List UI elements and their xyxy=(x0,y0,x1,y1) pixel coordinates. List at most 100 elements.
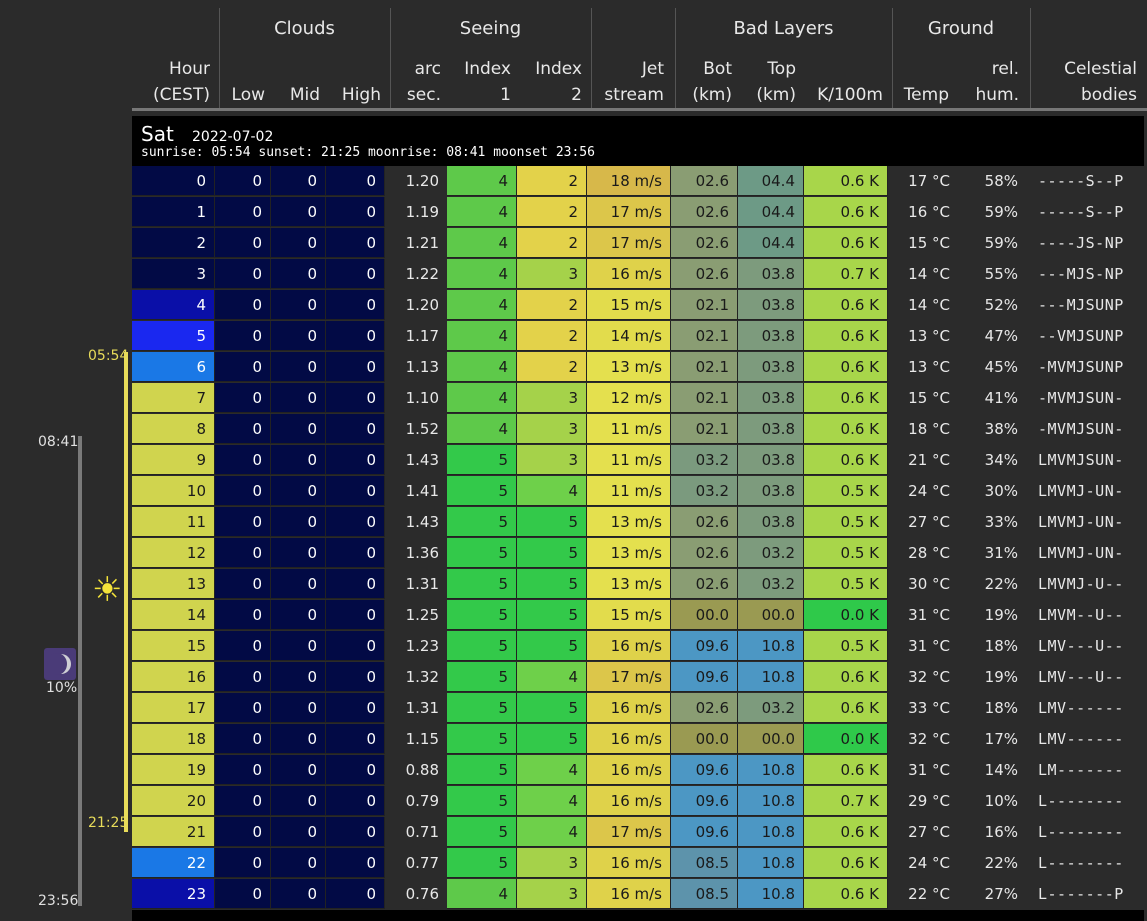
cell-bot: 03.2 xyxy=(671,476,738,506)
cell-jet: 16 m/s xyxy=(587,724,671,754)
cell-arcsec: 1.15 xyxy=(405,730,439,748)
cell-low: 0 xyxy=(215,662,271,692)
sunset-time: 21:25 xyxy=(88,815,129,831)
cell-low: 0 xyxy=(215,600,271,630)
cell-temp: 28 °C xyxy=(908,544,950,562)
cell-temp: 14 °C xyxy=(908,296,950,314)
cell-arcsec: 1.43 xyxy=(405,513,439,531)
cell-low: 0 xyxy=(215,817,271,847)
cell-bot: 09.6 xyxy=(671,755,738,785)
cell-low: 0 xyxy=(215,538,271,568)
cell-arcsec: 1.25 xyxy=(405,606,439,624)
cell-i1: 4 xyxy=(447,383,517,413)
cell-i2: 3 xyxy=(517,848,587,878)
cell-i1: 5 xyxy=(447,476,517,506)
cell-high: 0 xyxy=(326,848,385,878)
cell-temp: 31 °C xyxy=(908,606,950,624)
table-row: 22 0 0 0 0.77 5 3 16 m/s 08.5 10.8 0.6 K 24 °C 22% L-… xyxy=(132,848,1144,879)
cell-hum: 18% xyxy=(984,637,1018,655)
cell-arcsec: 1.31 xyxy=(405,699,439,717)
cell-top: 04.4 xyxy=(738,197,804,227)
cell-mid: 0 xyxy=(271,476,326,506)
cell-temp: 33 °C xyxy=(908,699,950,717)
cell-cel: LMVM--U-- xyxy=(1038,606,1124,624)
cell-hum: 27% xyxy=(984,885,1018,903)
cell-bot: 09.6 xyxy=(671,786,738,816)
cell-jet: 16 m/s xyxy=(587,786,671,816)
cell-bot: 02.1 xyxy=(671,290,738,320)
cell-i1: 5 xyxy=(447,662,517,692)
col-arcsec: arc sec. xyxy=(406,59,441,105)
cell-jet: 16 m/s xyxy=(587,848,671,878)
cell-cel: ---MJS-NP xyxy=(1038,265,1124,283)
cell-i1: 4 xyxy=(447,259,517,289)
cell-i1: 5 xyxy=(447,538,517,568)
cell-temp: 22 °C xyxy=(908,885,950,903)
cell-i1: 4 xyxy=(447,197,517,227)
cell-jet: 15 m/s xyxy=(587,290,671,320)
cell-bot: 02.1 xyxy=(671,321,738,351)
cell-i1: 5 xyxy=(447,786,517,816)
table-row: 0 0 0 0 1.20 4 2 18 m/s 02.6 04.4 0.6 K 17 °C 58% ---… xyxy=(132,166,1144,197)
cell-temp: 15 °C xyxy=(908,389,950,407)
cell-k: 0.6 K xyxy=(804,414,888,444)
cell-low: 0 xyxy=(215,476,271,506)
cell-temp: 32 °C xyxy=(908,668,950,686)
cell-i1: 4 xyxy=(447,879,517,909)
cell-cel: ----JS-NP xyxy=(1038,234,1124,252)
cell-hum: 59% xyxy=(984,203,1018,221)
cell-temp: 24 °C xyxy=(908,482,950,500)
cell-i1: 4 xyxy=(447,414,517,444)
cell-high: 0 xyxy=(326,507,385,537)
cell-high: 0 xyxy=(326,693,385,723)
moon-visibility-bar xyxy=(78,436,82,906)
cell-hour: 4 xyxy=(132,290,215,320)
cell-high: 0 xyxy=(326,445,385,475)
cell-jet: 16 m/s xyxy=(587,693,671,723)
cell-hour: 21 xyxy=(132,817,215,847)
cell-mid: 0 xyxy=(271,321,326,351)
cell-arcsec: 1.43 xyxy=(405,451,439,469)
cell-i2: 5 xyxy=(517,569,587,599)
cell-high: 0 xyxy=(326,786,385,816)
cell-arcsec: 0.77 xyxy=(405,854,439,872)
cell-i1: 5 xyxy=(447,848,517,878)
cell-hour: 20 xyxy=(132,786,215,816)
cell-hum: 33% xyxy=(984,513,1018,531)
cell-k: 0.7 K xyxy=(804,259,888,289)
cell-arcsec: 1.36 xyxy=(405,544,439,562)
cell-i2: 3 xyxy=(517,879,587,909)
cell-arcsec: 1.10 xyxy=(405,389,439,407)
cell-mid: 0 xyxy=(271,166,326,196)
daylight-bar xyxy=(124,352,128,832)
cell-i1: 4 xyxy=(447,166,517,196)
cell-hum: 45% xyxy=(984,358,1018,376)
cell-high: 0 xyxy=(326,631,385,661)
cell-hum: 16% xyxy=(984,823,1018,841)
table-row: 21 0 0 0 0.71 5 4 17 m/s 09.6 10.8 0.6 K 27 °C 16% L-… xyxy=(132,817,1144,848)
cell-temp: 27 °C xyxy=(908,823,950,841)
cell-k: 0.6 K xyxy=(804,693,888,723)
cell-hour: 9 xyxy=(132,445,215,475)
cell-bot: 09.6 xyxy=(671,662,738,692)
cell-high: 0 xyxy=(326,228,385,258)
cell-jet: 14 m/s xyxy=(587,321,671,351)
cell-temp: 29 °C xyxy=(908,792,950,810)
cell-i2: 3 xyxy=(517,259,587,289)
cell-k: 0.6 K xyxy=(804,352,888,382)
cell-bot: 02.6 xyxy=(671,538,738,568)
cell-bot: 00.0 xyxy=(671,724,738,754)
cell-i2: 2 xyxy=(517,321,587,351)
cell-arcsec: 1.19 xyxy=(405,203,439,221)
cell-mid: 0 xyxy=(271,662,326,692)
cell-low: 0 xyxy=(215,507,271,537)
cell-i1: 5 xyxy=(447,631,517,661)
cell-bot: 02.6 xyxy=(671,197,738,227)
cell-cel: LMV---U-- xyxy=(1038,668,1124,686)
cell-temp: 15 °C xyxy=(908,234,950,252)
cell-top: 03.2 xyxy=(738,693,804,723)
cell-k: 0.0 K xyxy=(804,600,888,630)
cell-high: 0 xyxy=(326,166,385,196)
cell-temp: 31 °C xyxy=(908,761,950,779)
cell-top: 10.8 xyxy=(738,631,804,661)
